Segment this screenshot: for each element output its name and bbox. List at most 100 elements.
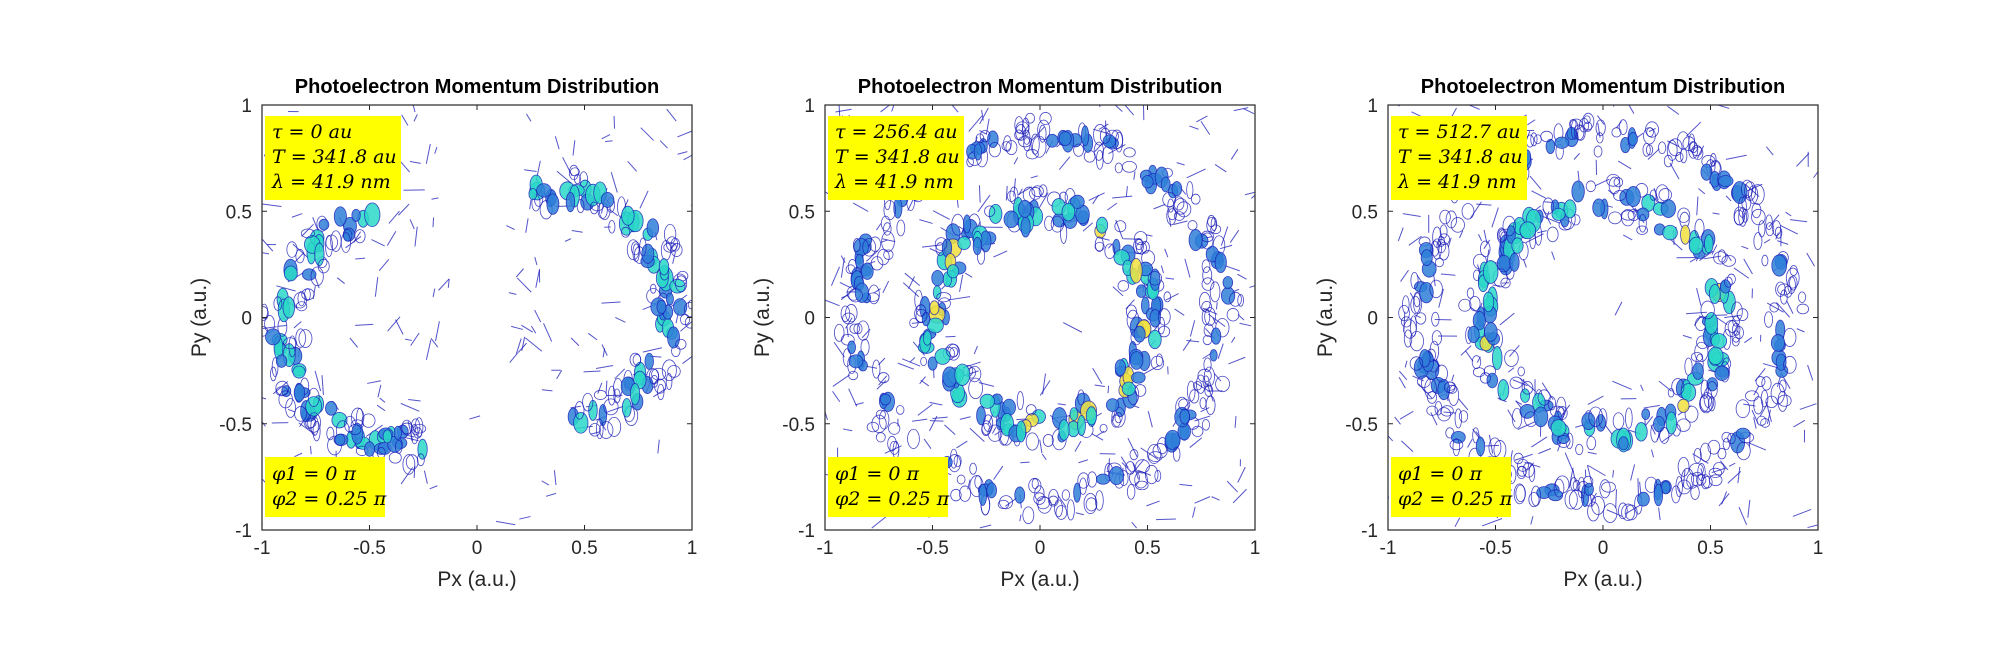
- contour-line: [880, 239, 888, 243]
- contour-blob: [1585, 180, 1596, 193]
- contour-line: [1019, 514, 1022, 522]
- x-tick-label: 0: [1035, 538, 1046, 559]
- contour-blob: [1099, 423, 1108, 433]
- contour-line: [515, 338, 522, 354]
- contour-blob: [888, 422, 901, 435]
- contour-blob: [1709, 284, 1721, 304]
- contour-line: [1658, 507, 1661, 521]
- contour-blob: [1144, 464, 1159, 485]
- contour-blob: [1777, 283, 1792, 296]
- contour-blob: [646, 218, 660, 238]
- contour-line: [1667, 105, 1680, 115]
- contour-blob: [1693, 447, 1702, 464]
- y-axis-label: Py (a.u.): [751, 278, 774, 357]
- contour-blob: [1756, 415, 1767, 426]
- contour-blob: [957, 236, 971, 251]
- contour-blob: [312, 421, 321, 442]
- contour-blob: [307, 412, 321, 433]
- contour-blob: [1046, 133, 1059, 148]
- contour-blob: [883, 222, 892, 236]
- contour-blob: [608, 220, 616, 234]
- y-tick-label: -1: [1361, 521, 1378, 542]
- contour-line: [371, 239, 385, 247]
- x-axis-label: Px (a.u.): [437, 568, 516, 591]
- contour-blob: [1162, 191, 1177, 208]
- contour-line: [1696, 196, 1699, 216]
- contour-line: [1107, 202, 1118, 211]
- contour-line: [404, 338, 412, 341]
- contour-line: [1147, 411, 1153, 428]
- contour-blob: [845, 304, 858, 323]
- contour-line: [345, 236, 362, 249]
- contour-blob: [976, 406, 986, 426]
- contour-blob: [1201, 308, 1211, 326]
- contour-line: [904, 272, 921, 287]
- contour-blob: [283, 337, 297, 350]
- contour-line: [908, 276, 915, 290]
- contour-blob: [1519, 221, 1537, 240]
- contour-blob: [1731, 181, 1748, 204]
- contour-blob: [1077, 389, 1085, 406]
- contour-line: [1212, 317, 1217, 324]
- contour-blob: [293, 383, 306, 402]
- contour-line: [1807, 364, 1814, 381]
- contour-blob: [1530, 132, 1538, 147]
- contour-blob: [1785, 267, 1800, 289]
- contour-line: [866, 250, 879, 262]
- contour-blob: [1643, 127, 1656, 145]
- contour-blob: [1201, 277, 1215, 291]
- contour-blob: [1519, 404, 1535, 419]
- contour-line: [871, 515, 888, 529]
- contour-blob: [1226, 308, 1240, 322]
- contour-line: [1062, 322, 1083, 333]
- y-tick-label: 0.5: [789, 202, 815, 223]
- contour-blob: [667, 326, 680, 349]
- y-tick-label: 0.5: [226, 202, 252, 223]
- contour-blob: [326, 426, 335, 441]
- contour-blob: [1733, 209, 1745, 226]
- contour-blob: [1751, 208, 1766, 226]
- chart-title: Photoelectron Momentum Distribution: [295, 76, 659, 98]
- contour-blob: [979, 393, 995, 409]
- contour-line: [1612, 470, 1615, 478]
- contour-blob: [1069, 407, 1079, 421]
- contour-line: [1564, 452, 1574, 472]
- contour-line: [1057, 403, 1066, 406]
- contour-blob: [1719, 279, 1731, 294]
- contour-line: [1522, 258, 1527, 268]
- contour-line: [1617, 160, 1632, 170]
- contour-blob: [1187, 220, 1198, 231]
- contour-blob: [1496, 227, 1506, 244]
- contour-line: [1789, 219, 1808, 223]
- contour-line: [969, 427, 985, 442]
- contour-line: [1168, 218, 1172, 227]
- contour-line: [1776, 302, 1791, 318]
- contour-blob: [1582, 475, 1594, 488]
- contour-blob: [402, 454, 416, 475]
- contour-blob: [1553, 478, 1565, 498]
- contour-blob: [1556, 435, 1571, 448]
- contour-blob: [1188, 229, 1203, 252]
- contour-line: [1748, 442, 1767, 451]
- contour-blob: [528, 188, 538, 201]
- contour-blob: [1663, 154, 1673, 168]
- contour-line: [1082, 222, 1094, 232]
- contour-line: [425, 339, 432, 360]
- contour-line: [506, 225, 515, 230]
- contour-blob: [1202, 266, 1213, 285]
- contour-line: [1404, 360, 1408, 368]
- contour-line: [1156, 518, 1176, 521]
- contour-line: [1233, 107, 1249, 112]
- contour-line: [1039, 439, 1043, 454]
- contour-line: [985, 118, 990, 135]
- contour-blob: [1172, 446, 1181, 462]
- annotation-line: λ = 41.9 nm: [271, 171, 391, 193]
- contour-blob: [1472, 427, 1480, 444]
- contour-blob: [1430, 240, 1440, 257]
- contour-line: [1440, 273, 1456, 276]
- contour-blob: [1783, 355, 1797, 374]
- contour-line: [388, 210, 400, 224]
- contour-blob: [1638, 213, 1647, 233]
- contour-line: [1143, 364, 1160, 375]
- contour-line: [992, 427, 997, 434]
